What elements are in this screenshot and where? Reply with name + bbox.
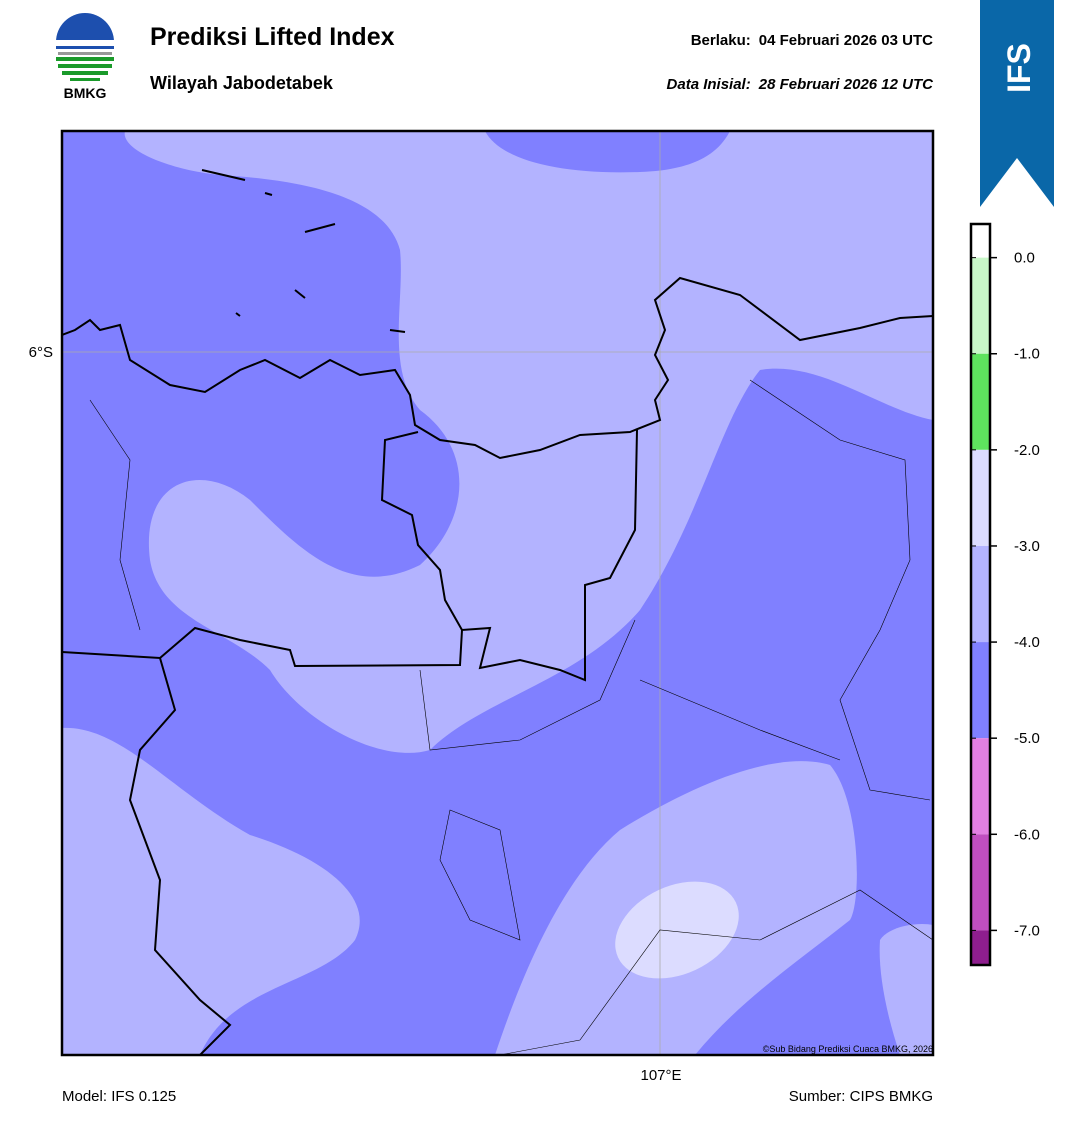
ifs-badge: IFS: [1001, 43, 1037, 93]
init-label: Data Inisial:: [667, 76, 751, 93]
model-info: Model: IFS 0.125: [62, 1088, 176, 1105]
colorbar-segment: [971, 642, 990, 739]
subtitle: Wilayah Jabodetabek: [150, 73, 334, 93]
province-border: [128, 657, 232, 1055]
colorbar: 0.0 -1.0 -2.0 -3.0 -4.0 -5.0 -6.0 -7.0: [969, 222, 1040, 967]
colorbar-segment: [971, 834, 990, 931]
init-value: 28 Februari 2026 12 UTC: [758, 76, 934, 93]
island: [201, 169, 406, 333]
colorbar-frame: [969, 222, 992, 967]
valid-label: Berlaku:: [691, 32, 751, 49]
colorbar-segment: [971, 257, 990, 354]
source-info: Sumber: CIPS BMKG: [789, 1088, 933, 1105]
colorbar-tick-label: -6.0: [1014, 826, 1040, 843]
colorbar-segment: [971, 545, 990, 643]
colorbar-segment: [971, 930, 990, 965]
lat-label: 6°S: [29, 344, 53, 361]
map: ©Sub Bidang Prediksi Cuaca BMKG, 2026: [62, 131, 933, 1055]
contour-region: [124, 131, 933, 753]
lon-label: 107°E: [640, 1067, 681, 1084]
contour-region: [879, 923, 933, 1055]
init-time: Data Inisial: 28 Februari 2026 12 UTC: [667, 76, 935, 93]
copyright: ©Sub Bidang Prediksi Cuaca BMKG, 2026: [763, 1044, 933, 1054]
colorbar-tick-label: -7.0: [1014, 922, 1040, 939]
ifs-ribbon: [980, 0, 1054, 207]
title: Prediksi Lifted Index: [150, 23, 395, 51]
colorbar-tick-label: 0.0: [1014, 250, 1035, 267]
logo-text: BMKG: [64, 85, 107, 101]
colorbar-segment: [971, 449, 990, 546]
coastline: [62, 276, 933, 460]
map-frame: [60, 129, 935, 1057]
colorbar-tick-label: -3.0: [1014, 538, 1040, 555]
province-border: [380, 429, 638, 682]
contour-region: [62, 727, 360, 1055]
colorbar-segment: [971, 353, 990, 450]
bmkg-logo: BMKG: [56, 13, 114, 101]
contour-region: [615, 881, 739, 979]
province-border: [62, 626, 463, 668]
regency-border: [89, 379, 933, 1055]
colorbar-segment: [971, 224, 990, 258]
colorbar-tick-label: -4.0: [1014, 634, 1040, 651]
valid-time: Berlaku: 04 Februari 2026 03 UTC: [691, 32, 933, 49]
colorbar-tick-label: -5.0: [1014, 730, 1040, 747]
colorbar-segment: [971, 738, 990, 835]
colorbar-tick-label: -1.0: [1014, 346, 1040, 363]
colorbar-tick-label: -2.0: [1014, 442, 1040, 459]
valid-value: 04 Februari 2026 03 UTC: [759, 32, 933, 49]
